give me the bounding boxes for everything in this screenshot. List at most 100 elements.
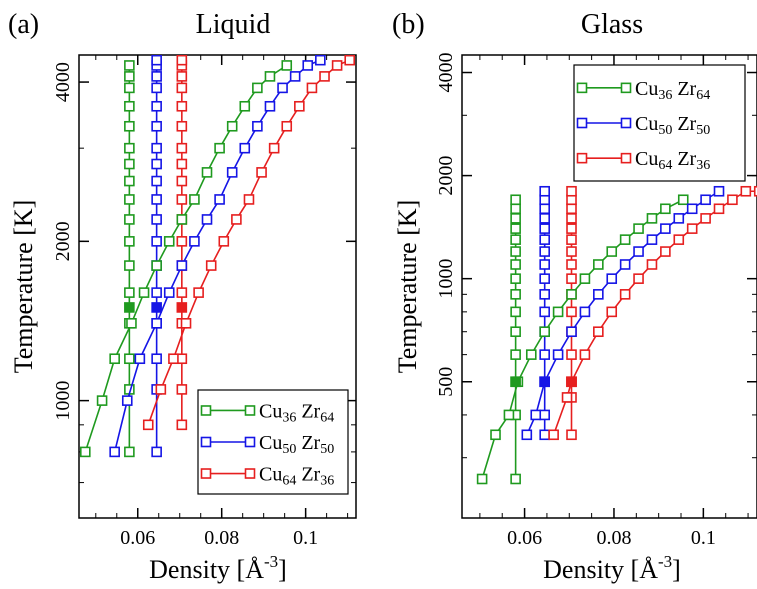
- legend-marker: [244, 436, 256, 448]
- vertical-series-point: [176, 142, 188, 154]
- vertical-series-point: [510, 194, 521, 206]
- vertical-series-point: [124, 60, 135, 71]
- vertical-series-point: [539, 203, 550, 215]
- y-tick-label: 4000: [435, 53, 457, 93]
- series-point: [252, 82, 263, 94]
- vertical-series-point: [124, 100, 135, 112]
- legend-entry: Cu50 Zr50: [635, 113, 710, 138]
- series-point: [673, 213, 685, 224]
- vertical-series-point: [566, 203, 577, 215]
- vertical-series-point: [539, 259, 550, 270]
- series-point: [552, 349, 564, 360]
- legend-entry: Cu36 Zr64: [635, 78, 710, 103]
- legend-entry-subscript: 36: [696, 158, 710, 173]
- vertical-series-point: [566, 246, 577, 257]
- series-point: [579, 349, 591, 360]
- vertical-series-point: [124, 353, 135, 365]
- legend-marker: [576, 152, 588, 164]
- series-point: [344, 55, 356, 66]
- y-tick-label: 500: [435, 367, 457, 397]
- series-point: [490, 429, 501, 441]
- vertical-series-point: [151, 353, 162, 365]
- vertical-series-point: [510, 203, 521, 215]
- series-point: [552, 306, 564, 318]
- vertical-series-point: [510, 349, 521, 360]
- legend-entry-subscript: 36: [658, 88, 672, 103]
- vertical-series-point: [539, 185, 550, 197]
- vertical-series-point: [566, 306, 577, 318]
- vertical-series-point: [151, 446, 162, 458]
- series-point: [727, 194, 738, 206]
- series-point: [660, 246, 671, 257]
- vertical-series-point: [124, 236, 135, 247]
- vertical-series-point: [151, 214, 162, 225]
- legend-entry-subscript: 50: [320, 442, 334, 457]
- series-point: [151, 260, 162, 271]
- series-point: [96, 395, 108, 406]
- transition-point: [539, 376, 550, 388]
- legend-entry-element: Cu: [635, 148, 658, 170]
- panel-title: Glass: [581, 9, 643, 40]
- vertical-series-point: [124, 82, 135, 94]
- vertical-series-point: [539, 409, 550, 421]
- series-point: [476, 473, 488, 485]
- vertical-series-point: [510, 246, 521, 257]
- series-point: [163, 287, 175, 298]
- vertical-series-point: [510, 326, 521, 338]
- vertical-series-point: [124, 120, 135, 132]
- x-axis-label-text: Density [Å: [149, 555, 264, 584]
- legend-entry-subscript: 50: [696, 123, 710, 138]
- vertical-series-point: [176, 194, 188, 205]
- x-tick-label: 0.08: [204, 527, 239, 549]
- legend-entry-element: Zr: [672, 78, 696, 100]
- legend-entry-element: Cu: [635, 78, 658, 100]
- series-point: [193, 287, 204, 298]
- series-point: [319, 71, 330, 82]
- series-point: [561, 392, 573, 403]
- series-point: [539, 326, 550, 338]
- vertical-series-point: [566, 429, 577, 441]
- series-point: [606, 273, 618, 284]
- vertical-series-point: [510, 289, 521, 300]
- legend-entry-subscript: 64: [696, 88, 710, 103]
- legend-entry-subscript: 64: [282, 474, 296, 489]
- x-tick-label: 0.1: [691, 527, 716, 549]
- series-point: [264, 100, 276, 112]
- series-point: [151, 318, 162, 329]
- vertical-series-point: [539, 306, 550, 318]
- vertical-series-point: [539, 194, 550, 206]
- data-layer: [476, 185, 757, 485]
- series-point: [214, 142, 225, 154]
- series-point: [619, 259, 631, 270]
- series-point: [231, 214, 242, 225]
- vertical-series-point: [151, 158, 162, 170]
- series-point: [134, 353, 146, 365]
- series-point: [79, 446, 91, 458]
- series-line: [481, 199, 684, 480]
- transition-point: [566, 376, 577, 388]
- legend-entry-element: Cu: [259, 432, 282, 454]
- vertical-series-point: [539, 429, 550, 441]
- series-point: [713, 203, 725, 215]
- vertical-series-point: [566, 349, 577, 360]
- vertical-series-point: [539, 273, 550, 284]
- series-point: [646, 234, 658, 245]
- vertical-series-point: [539, 349, 550, 360]
- series-point: [189, 236, 200, 247]
- vertical-series-point: [176, 158, 188, 170]
- series-point: [673, 234, 685, 245]
- legend-entry: Cu64 Zr36: [635, 148, 710, 173]
- x-axis-label: Density [Å-3]: [543, 552, 681, 584]
- vertical-series-point: [510, 259, 521, 270]
- vertical-series-point: [566, 213, 577, 224]
- series-point: [548, 429, 559, 441]
- x-tick-label: 0.06: [120, 527, 155, 549]
- y-axis-label: Temperature [K]: [9, 200, 38, 374]
- vertical-series-point: [176, 175, 188, 187]
- vertical-series-point: [151, 100, 162, 112]
- series-point: [252, 120, 263, 132]
- vertical-series-point: [151, 236, 162, 247]
